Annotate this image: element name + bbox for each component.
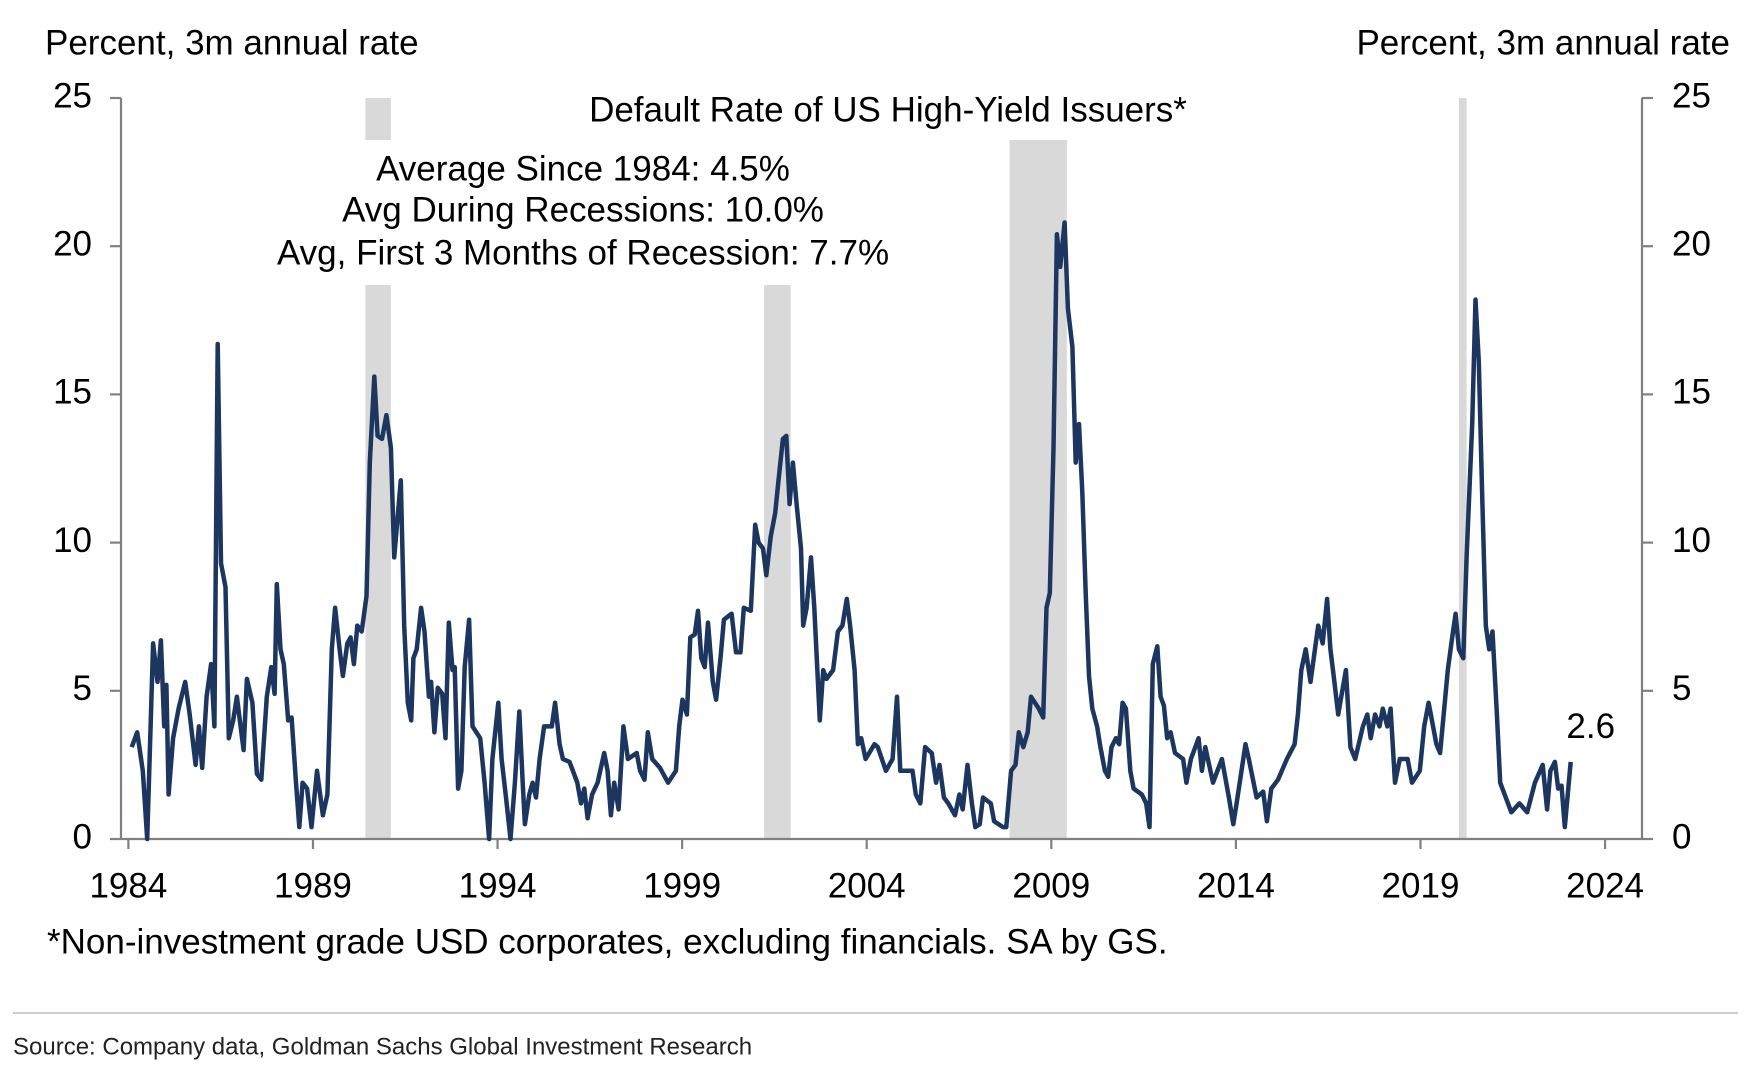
y2-tick-label: 0 [1672,817,1691,856]
chart-title: Default Rate of US High-Yield Issuers* [589,90,1187,129]
series-line [129,220,1573,842]
annotation-box [257,140,905,285]
y2-tick-label: 15 [1672,373,1711,412]
x-tick-label: 2019 [1382,866,1460,905]
x-tick-label: 2024 [1566,866,1644,905]
source: Source: Company data, Goldman Sachs Glob… [13,1033,752,1060]
x-tick-label: 1999 [643,866,721,905]
x-tick-label: 1989 [274,866,352,905]
title-box [536,98,1240,140]
footnote: *Non-investment grade USD corporates, ex… [47,922,1168,961]
y2-tick-label: 5 [1672,669,1691,708]
y-tick-label: 10 [53,521,92,560]
y-tick-label: 5 [73,669,92,708]
y2-tick-label: 10 [1672,521,1711,560]
annotation: Average Since 1984: 4.5% [376,149,790,188]
y-axis-label: Percent, 3m annual rate [45,23,419,62]
x-tick-label: 1984 [89,866,167,905]
y2-axis-label: Percent, 3m annual rate [1356,23,1730,62]
annotation: Avg, First 3 Months of Recession: 7.7% [277,233,889,272]
data-label: 2.6 [1566,707,1615,746]
x-tick-label: 2004 [828,866,906,905]
y2-tick-label: 20 [1672,224,1711,263]
x-tick-label: 2009 [1012,866,1090,905]
recession-band [1009,98,1067,839]
annotation: Avg During Recessions: 10.0% [342,190,824,229]
y-tick-label: 20 [53,224,92,263]
x-tick-label: 1994 [459,866,537,905]
x-tick-label: 2014 [1197,866,1275,905]
y-tick-label: 0 [73,817,92,856]
y-tick-label: 25 [53,76,92,115]
y-tick-label: 15 [53,373,92,412]
recession-band [1458,98,1467,839]
y2-tick-label: 25 [1672,76,1711,115]
